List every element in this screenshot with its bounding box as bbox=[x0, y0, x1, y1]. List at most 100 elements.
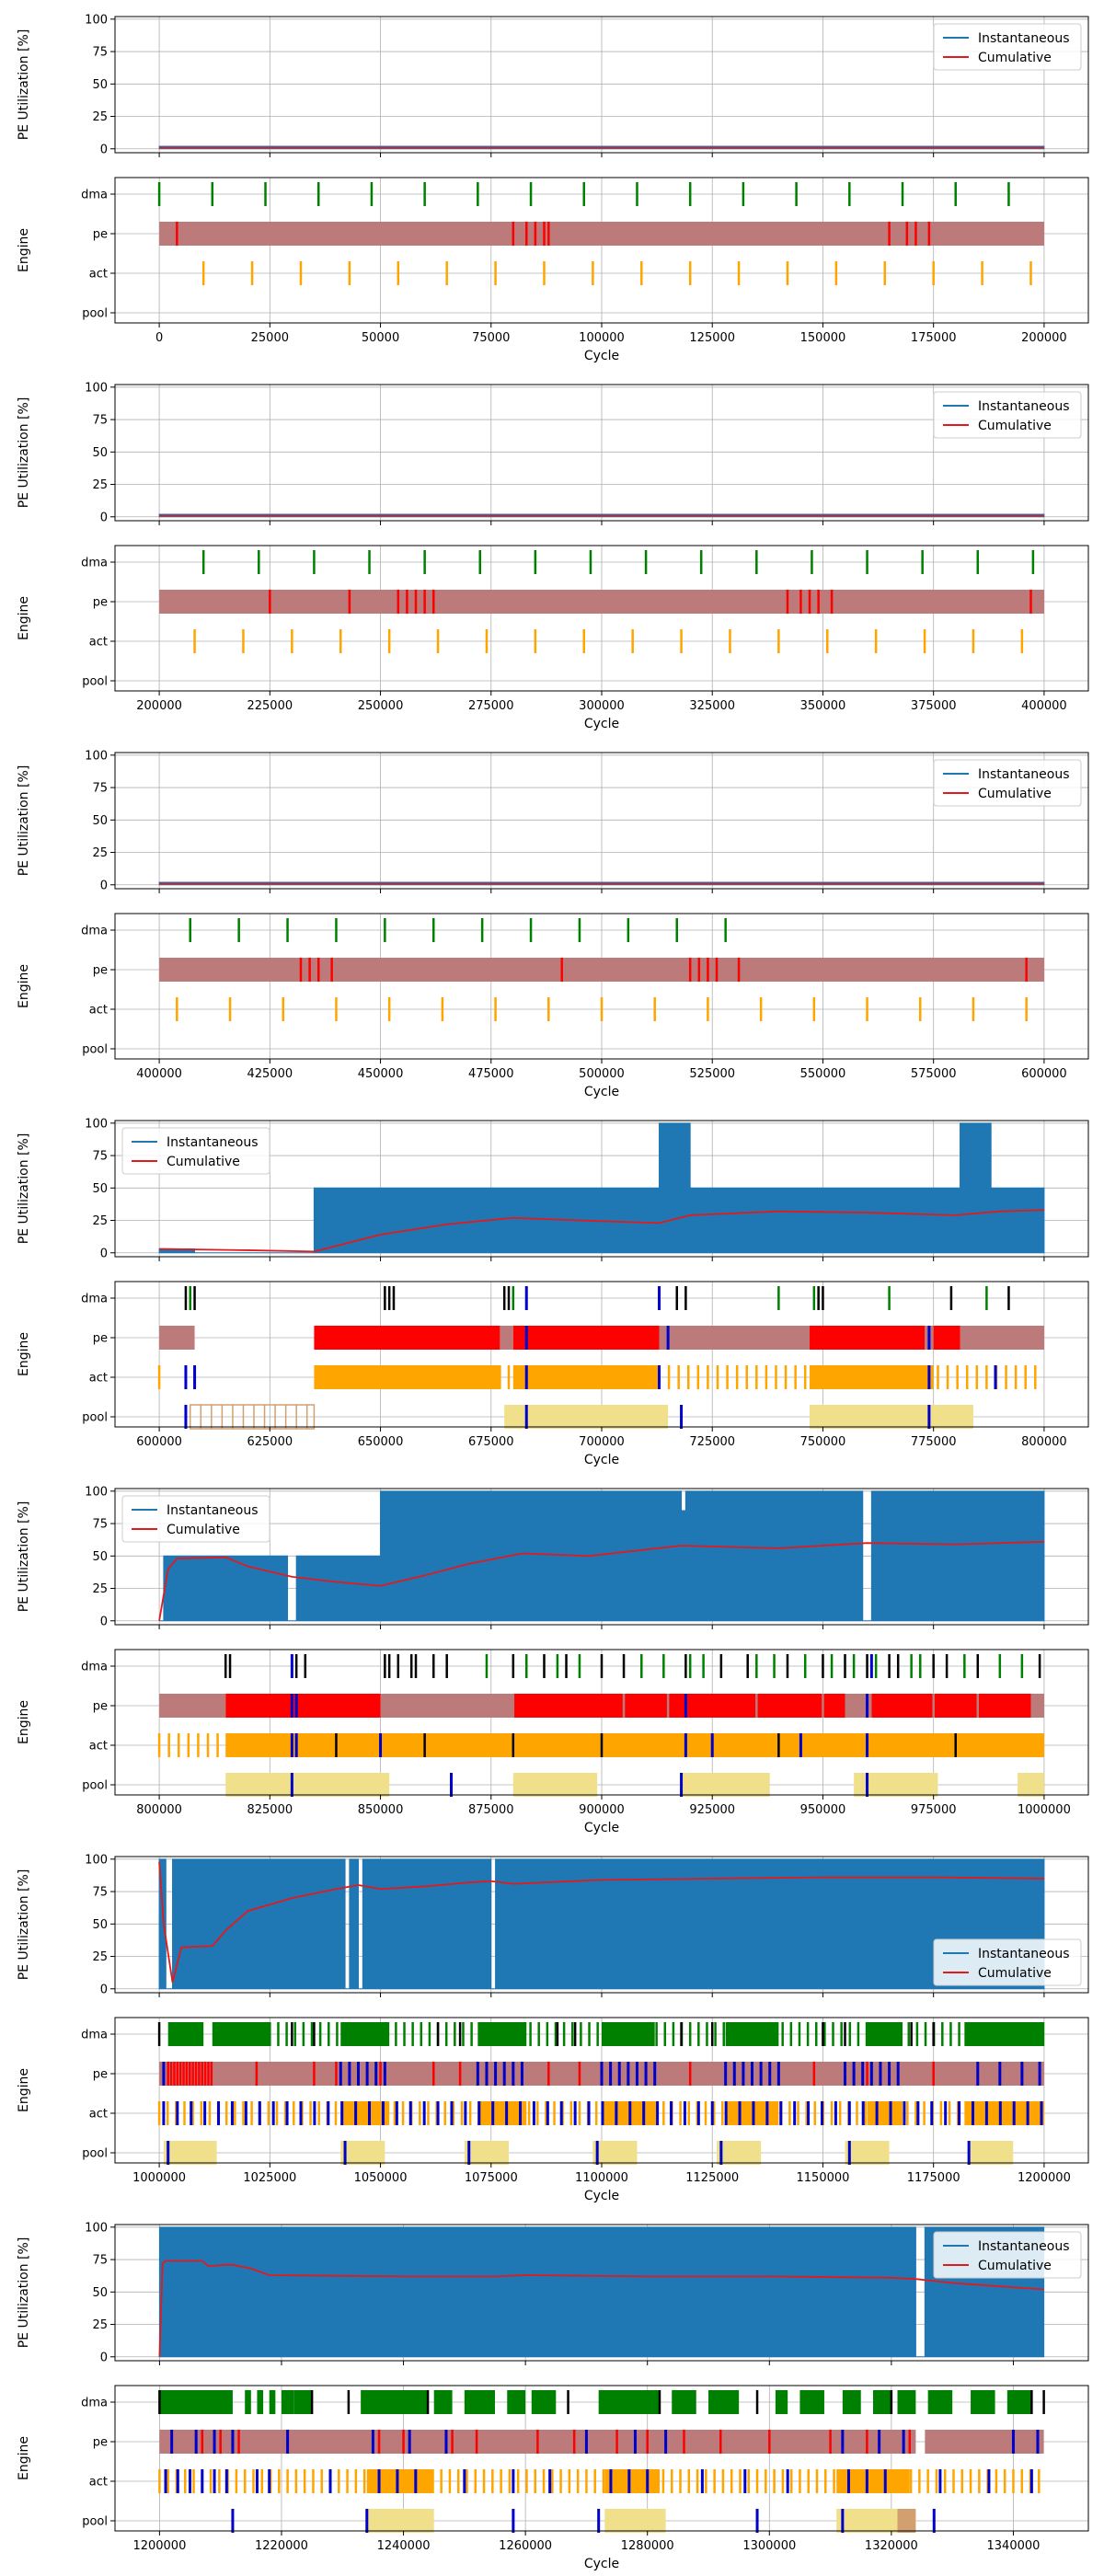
pool-bar bbox=[810, 1405, 973, 1429]
dma-bar bbox=[257, 2390, 264, 2414]
pool-bar bbox=[163, 2141, 217, 2165]
legend-label-cumulative: Cumulative bbox=[167, 1523, 240, 1537]
y-axis-label: Engine bbox=[17, 964, 31, 1008]
x-tick-label: 1260000 bbox=[499, 2539, 552, 2553]
pe-bar bbox=[1030, 1694, 1044, 1718]
legend-label-cumulative: Cumulative bbox=[978, 787, 1052, 801]
x-tick-label: 950000 bbox=[800, 1803, 846, 1817]
x-tick-label: 375000 bbox=[911, 699, 957, 713]
x-tick-label: 825000 bbox=[247, 1803, 293, 1817]
x-tick-label: 1240000 bbox=[377, 2539, 431, 2553]
x-tick-label: 1320000 bbox=[865, 2539, 918, 2553]
y-axis-label: PE Utilization [%] bbox=[17, 397, 31, 509]
x-tick-label: 725000 bbox=[689, 1435, 735, 1449]
act-bar bbox=[512, 1365, 660, 1389]
pool-bar bbox=[969, 2141, 1014, 2165]
lane-label-dma: dma bbox=[81, 2397, 108, 2410]
dma-bar bbox=[842, 2390, 861, 2414]
y-axis-label: Engine bbox=[17, 596, 31, 640]
x-tick-label: 1150000 bbox=[797, 2171, 850, 2185]
legend: Instantaneous Cumulative bbox=[933, 391, 1082, 439]
x-tick-label: 400000 bbox=[136, 1067, 182, 1081]
act-bar bbox=[340, 2101, 390, 2125]
legend-label-instantaneous: Instantaneous bbox=[978, 2239, 1070, 2254]
lane-label-dma: dma bbox=[81, 557, 108, 570]
pe-bar bbox=[314, 1326, 500, 1350]
cumulative-line bbox=[159, 1209, 1044, 1253]
y-tick-label: 0 bbox=[100, 2351, 108, 2364]
x-tick-label: 1050000 bbox=[354, 2171, 408, 2185]
x-tick-label: 575000 bbox=[911, 1067, 957, 1081]
pool-bar bbox=[681, 1773, 770, 1797]
x-tick-label: 500000 bbox=[579, 1067, 625, 1081]
y-tick-label: 100 bbox=[85, 13, 108, 27]
utilization-panel: 0 25 50 75 100 PE Utilization [%] Instantaneou… bbox=[17, 749, 1089, 893]
x-tick-label: 100000 bbox=[579, 331, 625, 345]
pe-bar bbox=[512, 1326, 660, 1350]
pool-bar bbox=[464, 2141, 510, 2165]
x-tick-label: 1000000 bbox=[132, 2171, 186, 2185]
axes-frame bbox=[114, 2224, 1089, 2362]
pool-bar bbox=[845, 2141, 890, 2165]
x-tick-label: 25000 bbox=[251, 331, 289, 345]
x-tick-label: 50000 bbox=[362, 331, 399, 345]
dma-bar bbox=[507, 2390, 526, 2414]
legend-label-instantaneous: Instantaneous bbox=[978, 31, 1070, 46]
dma-bar bbox=[361, 2390, 429, 2414]
dma-bar bbox=[672, 2390, 696, 2414]
lane-label-pe: pe bbox=[93, 596, 108, 610]
y-tick-label: 50 bbox=[92, 1550, 108, 1564]
x-axis-label: Cycle bbox=[584, 1453, 619, 1467]
x-tick-label: 550000 bbox=[800, 1067, 846, 1081]
x-tick-label: 1200000 bbox=[132, 2539, 186, 2553]
pe-bar bbox=[960, 1326, 1044, 1350]
y-axis-label: PE Utilization [%] bbox=[17, 29, 31, 141]
y-axis-label: Engine bbox=[17, 228, 31, 272]
x-tick-label: 0 bbox=[155, 331, 163, 345]
act-bar bbox=[477, 2101, 527, 2125]
x-tick-label: 1100000 bbox=[575, 2171, 628, 2185]
x-tick-label: 400000 bbox=[1021, 699, 1067, 713]
pool-bar bbox=[366, 2509, 434, 2533]
pool-bar bbox=[897, 2509, 916, 2533]
dma-bar bbox=[269, 2390, 276, 2414]
pool-bar bbox=[512, 1773, 598, 1797]
lane-label-act: act bbox=[89, 1004, 108, 1018]
utilization-panel: 0 25 50 75 100 PE Utilization [%] Instantaneou… bbox=[17, 1853, 1089, 1997]
legend-label-instantaneous: Instantaneous bbox=[167, 1135, 259, 1150]
y-tick-label: 75 bbox=[92, 1518, 108, 1532]
dma-bar bbox=[897, 2390, 916, 2414]
utilization-panel: 0 25 50 75 100 PE Utilization [%] Instantaneou… bbox=[17, 13, 1089, 157]
legend-label-instantaneous: Instantaneous bbox=[978, 399, 1070, 414]
x-tick-label: 600000 bbox=[1021, 1067, 1067, 1081]
x-tick-label: 1300000 bbox=[742, 2539, 796, 2553]
lane-label-act: act bbox=[89, 1372, 108, 1386]
lane-label-act: act bbox=[89, 1740, 108, 1754]
legend-box bbox=[933, 1938, 1082, 1986]
lane-label-dma: dma bbox=[81, 189, 108, 202]
pool-bar bbox=[604, 2509, 666, 2533]
lane-label-pool: pool bbox=[82, 2515, 108, 2529]
dma-bar bbox=[159, 2390, 233, 2414]
x-tick-label: 525000 bbox=[689, 1067, 735, 1081]
y-tick-label: 25 bbox=[92, 2318, 108, 2332]
lane-label-act: act bbox=[89, 2108, 108, 2122]
dma-bar bbox=[725, 2022, 779, 2046]
y-tick-label: 75 bbox=[92, 414, 108, 428]
legend-box bbox=[121, 1495, 270, 1543]
lane-label-pool: pool bbox=[82, 307, 108, 321]
y-tick-label: 25 bbox=[92, 478, 108, 492]
y-axis-label: PE Utilization [%] bbox=[17, 2237, 31, 2349]
instantaneous-area bbox=[158, 1858, 1045, 1990]
x-tick-label: 300000 bbox=[579, 699, 625, 713]
x-tick-label: 350000 bbox=[800, 699, 846, 713]
dma-bar bbox=[964, 2022, 1044, 2046]
pe-bar bbox=[925, 2430, 1044, 2454]
lane-label-dma: dma bbox=[81, 925, 108, 938]
pe-bar bbox=[933, 1326, 960, 1350]
dma-bar bbox=[281, 2390, 294, 2414]
dma-bar bbox=[340, 2022, 390, 2046]
pe-bar bbox=[810, 1326, 926, 1350]
dma-bar bbox=[971, 2390, 995, 2414]
pe-bar bbox=[512, 1694, 845, 1718]
